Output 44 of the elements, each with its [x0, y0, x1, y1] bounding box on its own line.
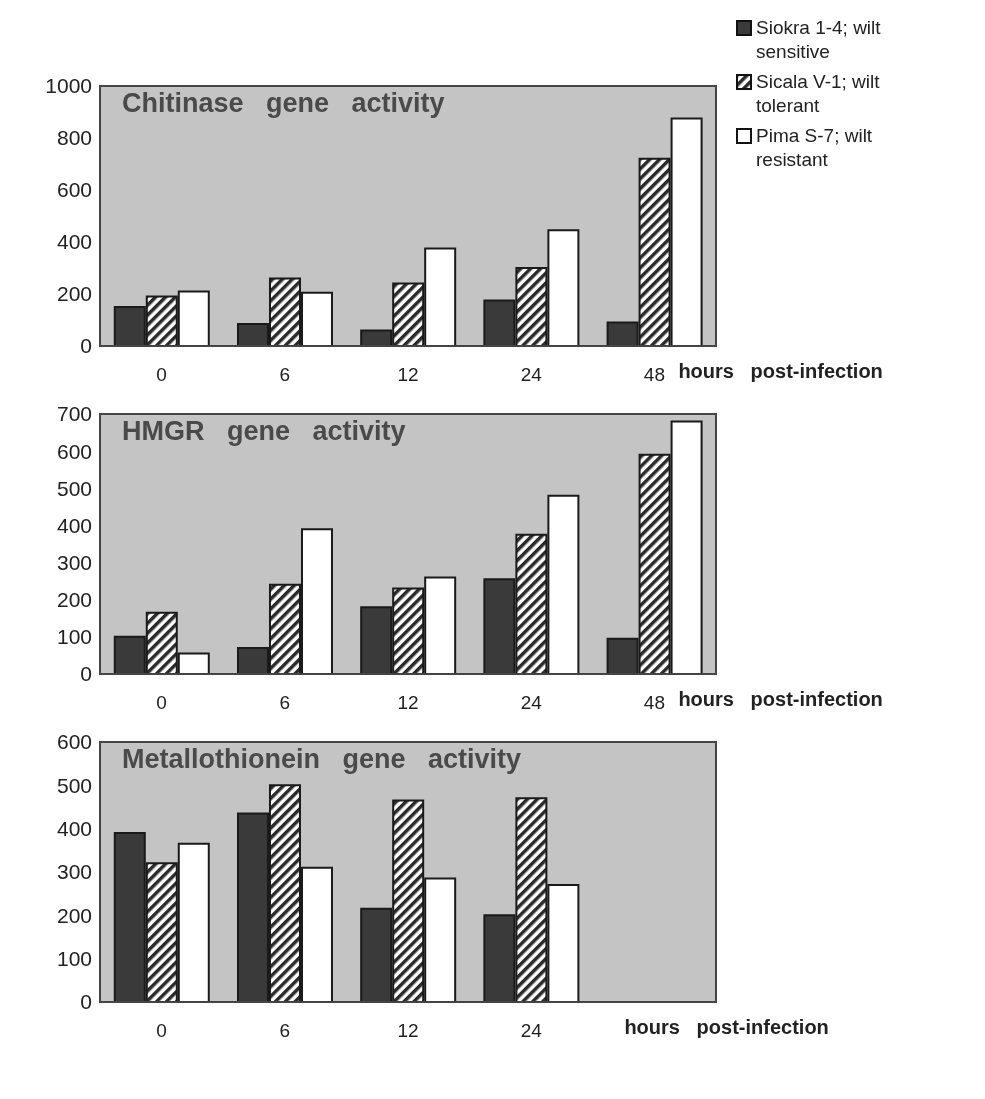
legend-label: Siokra 1-4; wilt sensitive	[756, 16, 882, 64]
x-tick-label: 48	[643, 364, 665, 386]
x-tick-label: 24	[520, 692, 543, 714]
x-tick-label: 0	[156, 364, 167, 386]
legend-label: Sicala V-1; wilt tolerant	[756, 70, 881, 118]
y-tick-label: 0	[80, 990, 92, 1014]
x-tick-label: 12	[397, 1020, 419, 1042]
x-tick-label: 12	[397, 692, 419, 714]
legend-label: Pima S-7; wilt resistant	[756, 124, 874, 172]
y-tick-label: 400	[56, 230, 92, 254]
y-tick-label: 100	[56, 625, 92, 649]
y-tick-label: 1000	[45, 74, 92, 98]
x-tick-label: 48	[643, 692, 665, 714]
chart-title: Chitinase gene activity	[122, 88, 445, 119]
y-tick-label: 0	[80, 662, 92, 686]
y-tick-label: 200	[56, 588, 92, 612]
x-axis-title: hours post-infection	[678, 688, 883, 711]
x-axis-title: hours post-infection	[678, 360, 883, 383]
y-tick-label: 300	[56, 860, 92, 884]
x-tick-label: 24	[520, 1020, 543, 1042]
y-tick-label: 600	[56, 730, 92, 754]
y-tick-label: 100	[56, 947, 92, 971]
x-tick-label: 6	[279, 1020, 291, 1042]
chart-title: Metallothionein gene activity	[122, 744, 522, 775]
x-tick-label: 12	[397, 364, 419, 386]
y-tick-label: 600	[56, 439, 92, 463]
y-tick-label: 200	[56, 282, 92, 306]
y-tick-label: 500	[56, 476, 92, 500]
y-tick-label: 300	[56, 551, 92, 575]
x-tick-label: 6	[279, 692, 291, 714]
x-tick-label: 6	[279, 364, 291, 386]
y-tick-label: 600	[56, 178, 92, 202]
y-tick-label: 200	[56, 903, 92, 927]
chart-title: HMGR gene activity	[122, 416, 406, 447]
y-tick-label: 400	[56, 513, 92, 537]
x-tick-label: 0	[156, 692, 167, 714]
y-tick-label: 500	[56, 773, 92, 797]
y-tick-label: 700	[56, 402, 92, 426]
x-axis-title: hours post-infection	[624, 1016, 829, 1039]
y-tick-label: 0	[80, 334, 92, 358]
y-tick-label: 800	[56, 126, 92, 150]
y-tick-label: 400	[56, 817, 92, 841]
x-tick-label: 0	[156, 1020, 167, 1042]
x-tick-label: 24	[520, 364, 543, 386]
